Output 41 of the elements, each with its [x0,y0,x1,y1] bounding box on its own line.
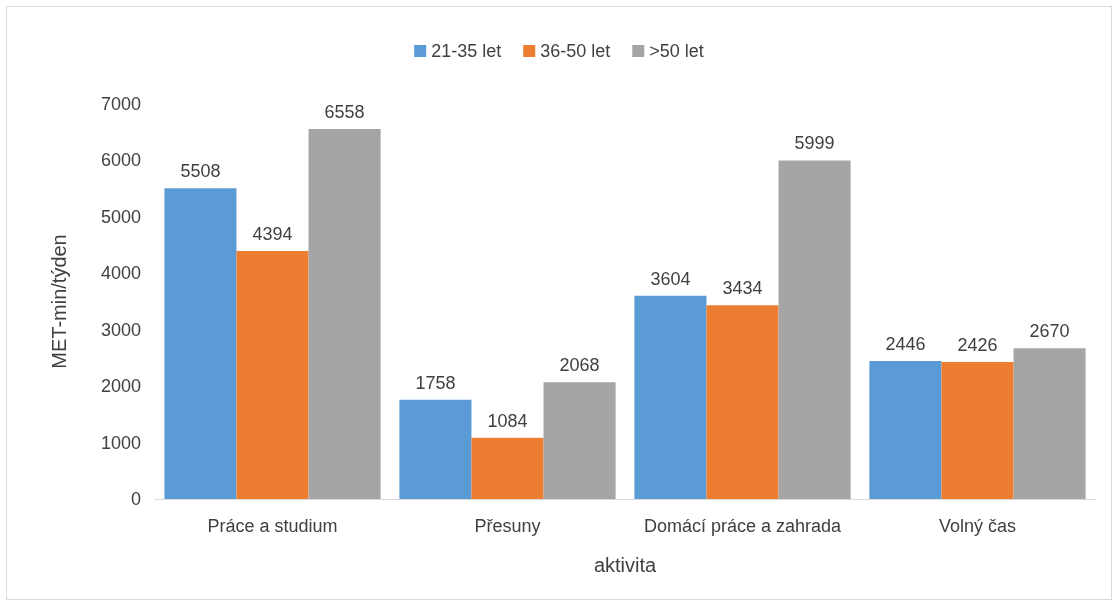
y-tick-label: 6000 [100,150,141,171]
data-label: 4394 [252,224,293,245]
y-tick-label: 1000 [100,432,141,453]
bar [471,437,544,499]
data-label: 2068 [559,355,600,376]
bar [1013,348,1086,499]
x-tick-label: Přesuny [474,516,541,536]
bar [399,399,472,499]
data-label: 6558 [324,101,365,122]
bar [869,360,942,499]
bar [634,295,707,499]
bar [543,382,616,499]
y-tick-label: 7000 [100,94,141,114]
data-label: 2446 [885,333,926,354]
legend-label: >50 let [649,41,704,61]
legend-label: 36-50 let [540,41,611,61]
data-label: 5999 [794,133,835,154]
x-axis-title: aktivita [593,554,657,576]
data-label: 5508 [180,161,221,182]
data-label: 2670 [1029,321,1070,342]
data-label: 3604 [650,268,691,289]
bar [941,362,1014,499]
y-tick-label: 5000 [100,206,141,227]
y-axis-title: MET-min/týden [48,234,70,369]
x-tick-label: Práce a studium [207,516,338,536]
y-tick-label: 3000 [100,319,141,340]
bar [308,128,381,499]
data-label: 1758 [415,372,456,393]
data-label: 1084 [487,410,528,431]
y-tick-label: 0 [130,489,141,509]
bar [164,188,237,499]
bar [778,160,851,499]
legend-label: 21-35 let [431,41,502,61]
bar [706,305,779,499]
y-tick-label: 4000 [100,263,141,284]
y-tick-label: 2000 [100,376,141,397]
data-label: 3434 [722,278,763,299]
x-tick-label: Domácí práce a zahrada [643,516,843,536]
bar [236,251,309,499]
data-label: 2426 [957,335,998,356]
x-tick-label: Volný čas [938,516,1017,536]
